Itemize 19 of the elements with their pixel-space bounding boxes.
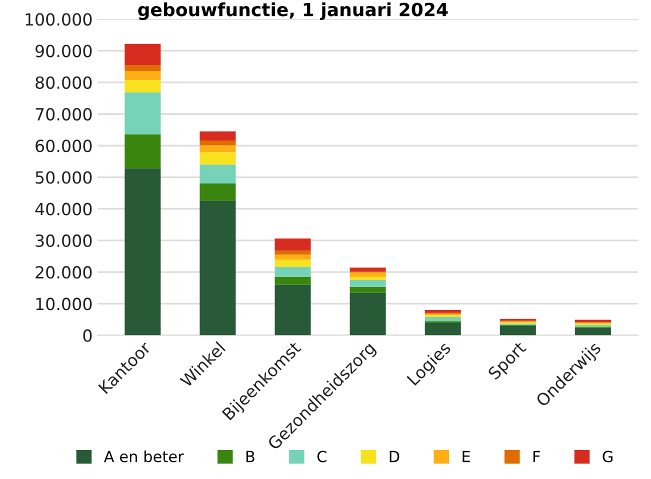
y-tick-label: 20.000 <box>36 266 92 279</box>
legend-label: D <box>390 450 400 462</box>
legend-label: A en beter <box>104 450 184 462</box>
chart-title: gebouwfunctie, 1 januari 2024 <box>138 2 448 20</box>
y-tick-label: 100.000 <box>26 13 92 26</box>
legend-label: C <box>317 450 326 462</box>
y-tick-label: 90.000 <box>36 44 92 58</box>
y-tick-label: 40.000 <box>35 202 92 216</box>
y-tick-label: 50.000 <box>36 171 92 184</box>
y-tick-label: 0 <box>83 329 92 342</box>
legend-label: F <box>533 450 540 462</box>
legend-label: G <box>602 450 612 462</box>
legend-label: E <box>462 450 470 462</box>
legend-label: B <box>246 450 254 462</box>
y-tick-label: 30.000 <box>36 234 92 248</box>
y-tick-label: 10.000 <box>36 298 92 310</box>
y-tick-label: 60.000 <box>36 140 92 152</box>
y-tick-label: 70.000 <box>36 108 92 121</box>
y-tick-label: 80.000 <box>36 76 92 89</box>
